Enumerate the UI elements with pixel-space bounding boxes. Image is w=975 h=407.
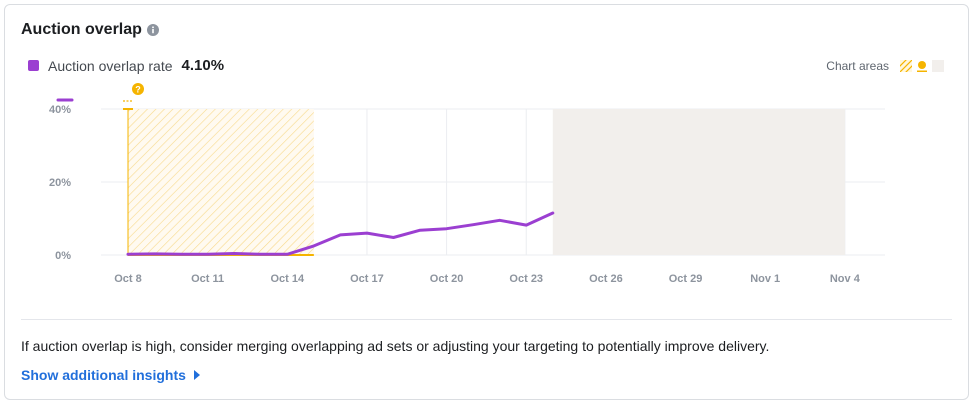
chart-areas-label: Chart areas [826, 59, 889, 73]
divider [21, 319, 952, 320]
y-tick-label: 40% [49, 104, 71, 116]
hatched-area-icon[interactable] [900, 60, 912, 72]
y-tick-label: 0% [55, 250, 71, 262]
x-tick-label: Nov 1 [750, 273, 780, 285]
x-tick-label: Oct 11 [191, 273, 224, 285]
x-tick-label: Oct 20 [430, 273, 464, 285]
learning-marker-icon [132, 83, 144, 95]
chevron-right-icon [193, 370, 200, 380]
series-line [126, 211, 555, 256]
x-tick-label: Oct 29 [669, 273, 703, 285]
x-tick-label: Oct 23 [509, 273, 543, 285]
chart-areas-toggle: Chart areas [826, 59, 944, 73]
x-tick-label: Oct 14 [270, 273, 305, 285]
shaded-area [552, 109, 845, 255]
show-insights-link[interactable]: Show additional insights [21, 367, 200, 383]
y-tick-label: 20% [49, 177, 71, 189]
legend-label: Auction overlap rate [48, 57, 173, 74]
x-tick-label: Oct 17 [350, 273, 384, 285]
shaded-area-icon[interactable] [932, 60, 944, 72]
chart-legend: Auction overlap rate 4.10% [28, 57, 224, 74]
show-insights-label: Show additional insights [21, 367, 186, 383]
insight-text: If auction overlap is high, consider mer… [21, 338, 770, 354]
info-icon[interactable] [146, 24, 159, 36]
card-title: Auction overlap [21, 21, 142, 38]
x-tick-label: Oct 8 [114, 273, 142, 285]
card-header: Auction overlap [21, 21, 159, 39]
auction-overlap-card: Auction overlap Auction overlap rate 4.1… [4, 4, 969, 400]
x-tick-label: Oct 26 [589, 273, 623, 285]
auction-overlap-chart: 0% 20% 40% Oct 8 Oct 11 Oct 14 Oct 17 Oct 20 Oct… [49, 83, 885, 285]
hatched-area [128, 109, 314, 255]
learning-marker-icon[interactable] [916, 60, 928, 72]
legend-value: 4.10% [181, 57, 225, 74]
legend-swatch[interactable] [28, 60, 39, 71]
x-tick-label: Nov 4 [830, 273, 861, 285]
marker-label: ? [135, 85, 141, 95]
